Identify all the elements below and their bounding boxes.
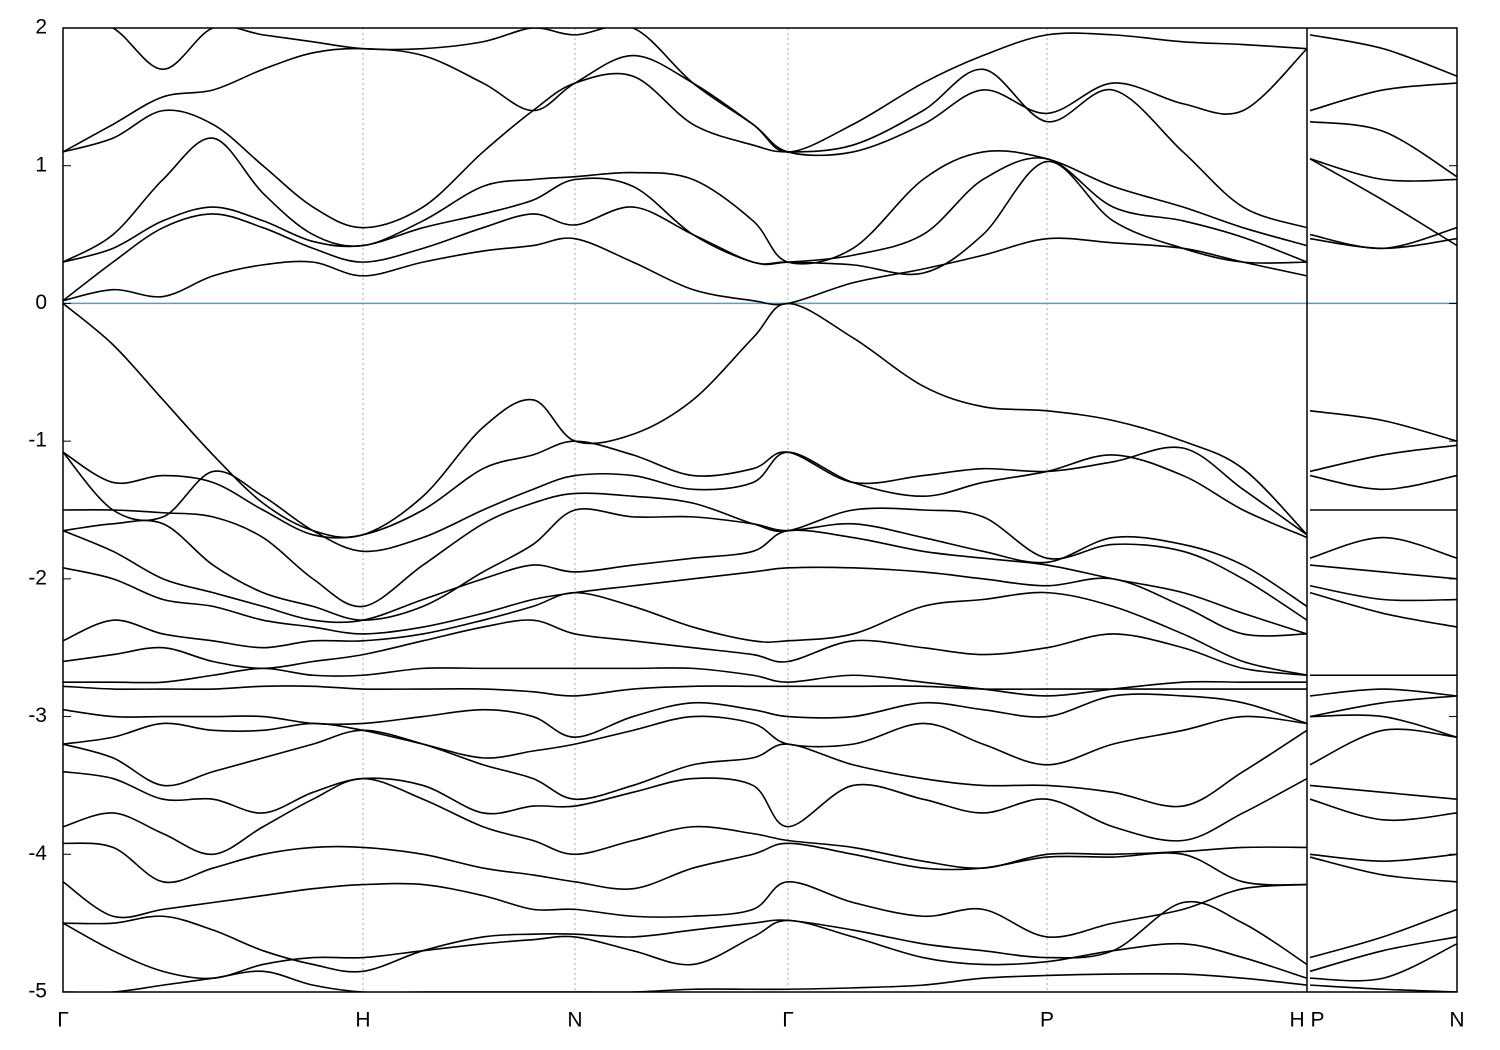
bands xyxy=(63,28,1457,992)
band-line xyxy=(63,137,1457,265)
band-line xyxy=(63,667,1457,697)
y-tick-label: -4 xyxy=(28,842,47,865)
band-line xyxy=(63,529,1457,635)
y-tick-label: 1 xyxy=(35,153,47,176)
band-line xyxy=(63,842,1457,890)
band-line xyxy=(63,693,1457,739)
x-tick-label: H P xyxy=(1289,1009,1324,1032)
band-line xyxy=(63,492,1457,621)
y-tick-label: 0 xyxy=(35,291,47,314)
band-line xyxy=(63,47,1457,157)
y-tick-label: -2 xyxy=(28,566,47,589)
band-line xyxy=(63,881,1457,959)
y-tick-label: -1 xyxy=(28,429,47,452)
band-line xyxy=(63,68,1457,229)
band-line xyxy=(63,777,1457,870)
band-line xyxy=(63,770,1457,842)
x-tick-label: N xyxy=(1449,1009,1464,1032)
band-line xyxy=(111,28,1457,153)
x-tick-label: H xyxy=(355,1009,370,1032)
y-tick-label: 2 xyxy=(35,16,47,39)
band-line xyxy=(63,237,1457,306)
band-line xyxy=(63,160,1457,302)
y-tick-label: -5 xyxy=(28,980,47,1003)
band-line xyxy=(63,508,1457,621)
axes: Γ H N Γ P H P N 2 1 0 -1 -2 -3 -4 -5 xyxy=(28,16,1464,1032)
plot-frame xyxy=(62,27,1458,993)
y-tick-label: -3 xyxy=(28,704,47,727)
x-tick-label: Γ xyxy=(57,1009,69,1032)
band-line xyxy=(63,302,1457,539)
band-line xyxy=(63,440,1457,539)
band-line xyxy=(63,900,1457,973)
x-tick-label: N xyxy=(567,1009,582,1032)
band-line xyxy=(63,919,1457,982)
band-line xyxy=(63,566,1457,637)
band-line xyxy=(63,970,1457,992)
band-line xyxy=(63,451,1457,553)
band-line xyxy=(63,715,1457,766)
band-line xyxy=(63,729,1457,808)
x-tick-label: Γ xyxy=(782,1009,794,1032)
band-line xyxy=(63,685,1457,718)
band-line xyxy=(63,157,1457,266)
x-tick-label: P xyxy=(1040,1009,1054,1032)
band-line xyxy=(63,591,1457,677)
